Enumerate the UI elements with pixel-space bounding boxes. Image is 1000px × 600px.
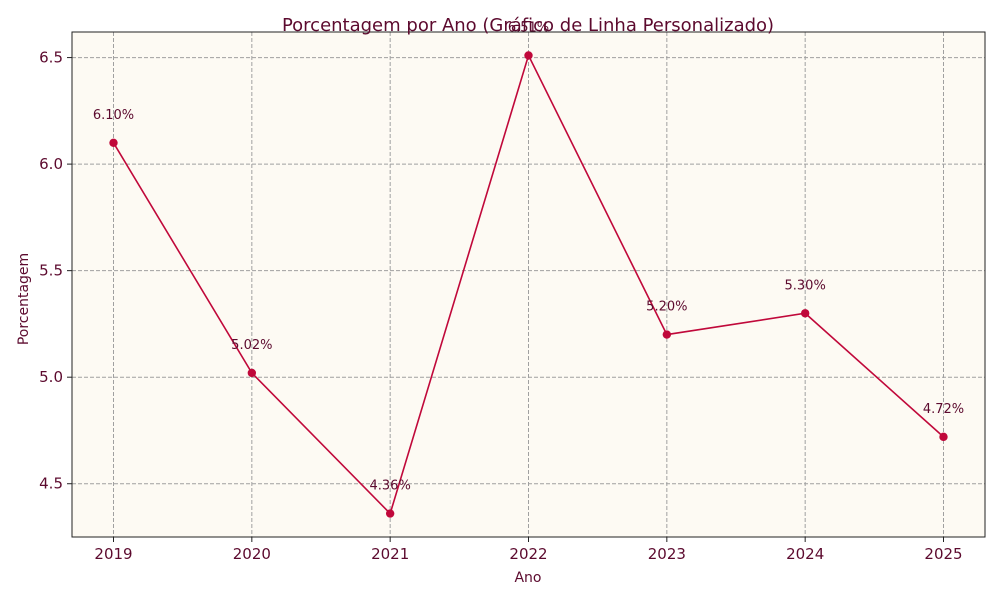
x-tick-label: 2020 — [233, 545, 271, 563]
y-axis-label: Porcentagem — [16, 253, 32, 345]
y-tick-label: 6.0 — [39, 155, 63, 173]
x-tick-label: 2025 — [924, 545, 962, 563]
chart-title: Porcentagem por Ano (Gráfico de Linha Pe… — [282, 15, 774, 36]
data-label: 4.72% — [923, 402, 964, 417]
data-point — [939, 432, 948, 442]
data-label: 4.36% — [370, 479, 411, 494]
x-tick-label: 2024 — [786, 545, 824, 563]
y-tick-label: 5.0 — [39, 368, 63, 386]
data-label: 5.02% — [231, 338, 272, 353]
x-tick-label: 2021 — [371, 545, 409, 563]
x-tick-label: 2023 — [648, 545, 686, 563]
y-tick-label: 5.5 — [39, 262, 63, 280]
data-point — [109, 138, 118, 148]
axes-ticks: 2019 2020 2021 2022 2023 2024 2025 4.5 5.0 5.5 6.0… — [39, 49, 962, 563]
x-tick-label: 2019 — [94, 545, 132, 563]
data-point — [247, 368, 257, 378]
data-point — [385, 509, 395, 518]
series-layer: 6.10%5.02%4.36%6.51%5.20%5.30%4.72% — [93, 20, 964, 518]
y-tick-label: 6.5 — [39, 49, 63, 67]
data-point — [524, 51, 533, 60]
data-label: 5.20% — [646, 300, 687, 315]
data-point — [662, 330, 672, 339]
x-axis-label: Ano — [514, 570, 541, 586]
x-tick-label: 2022 — [509, 545, 547, 563]
data-label: 6.10% — [93, 108, 134, 123]
data-label: 5.30% — [785, 278, 826, 293]
data-point — [800, 309, 810, 318]
y-tick-label: 4.5 — [39, 475, 63, 493]
